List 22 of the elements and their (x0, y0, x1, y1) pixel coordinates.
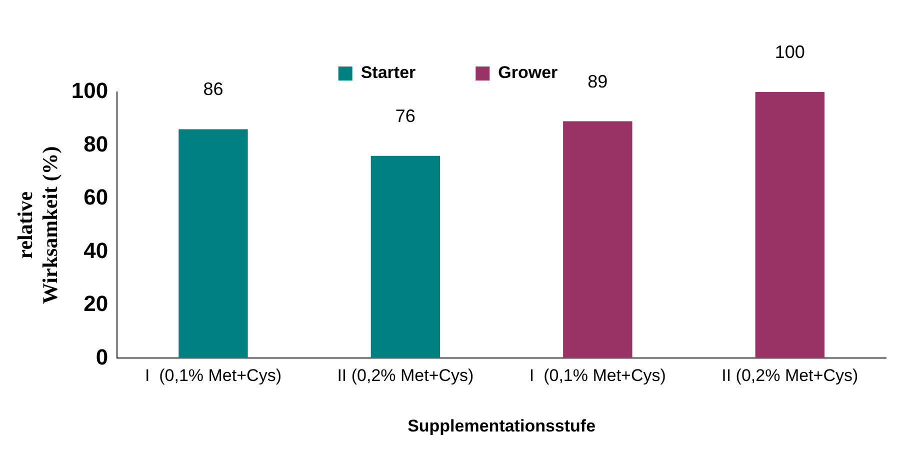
y-tick-label: 80 (84, 131, 108, 156)
bar (563, 121, 632, 358)
data-label: 76 (395, 106, 416, 126)
data-label: 86 (203, 79, 224, 100)
data-label: 89 (588, 71, 608, 92)
y-tick-label: 60 (84, 184, 108, 210)
y-tick-label: 40 (84, 238, 108, 263)
y-tick-label: 20 (84, 291, 108, 316)
data-label: 100 (774, 42, 805, 62)
x-tick-label: II (0,2% Met+Cys) (337, 366, 474, 386)
bar (178, 129, 248, 358)
bar (370, 156, 440, 358)
y-tick-label: 0 (96, 344, 108, 370)
x-tick-label: II (0,2% Met+Cys) (722, 366, 858, 386)
x-tick-label: I (0,1% Met+Cys) (144, 366, 282, 386)
bar (755, 92, 824, 358)
x-tick-label: I (0,1% Met+Cys) (529, 366, 666, 386)
legend-label: Grower (498, 63, 558, 82)
y-tick-label: 100 (71, 78, 108, 104)
legend-label: Starter (360, 63, 416, 82)
x-axis-title: Supplementationsstufe (408, 416, 596, 436)
y-axis-title: relative Wirksamkeit (%) (13, 146, 62, 304)
